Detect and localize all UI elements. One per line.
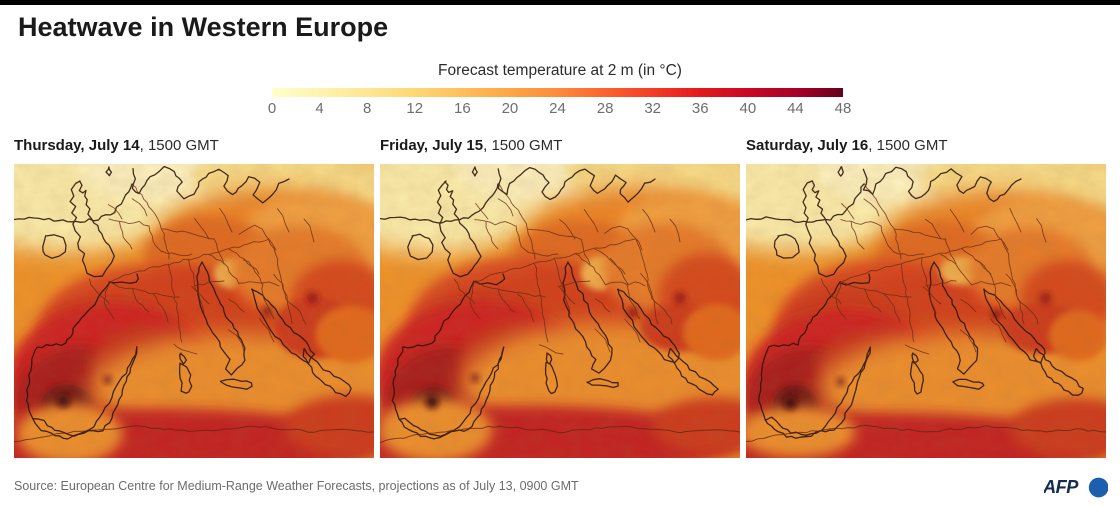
svg-text:AFP: AFP: [1044, 477, 1079, 497]
